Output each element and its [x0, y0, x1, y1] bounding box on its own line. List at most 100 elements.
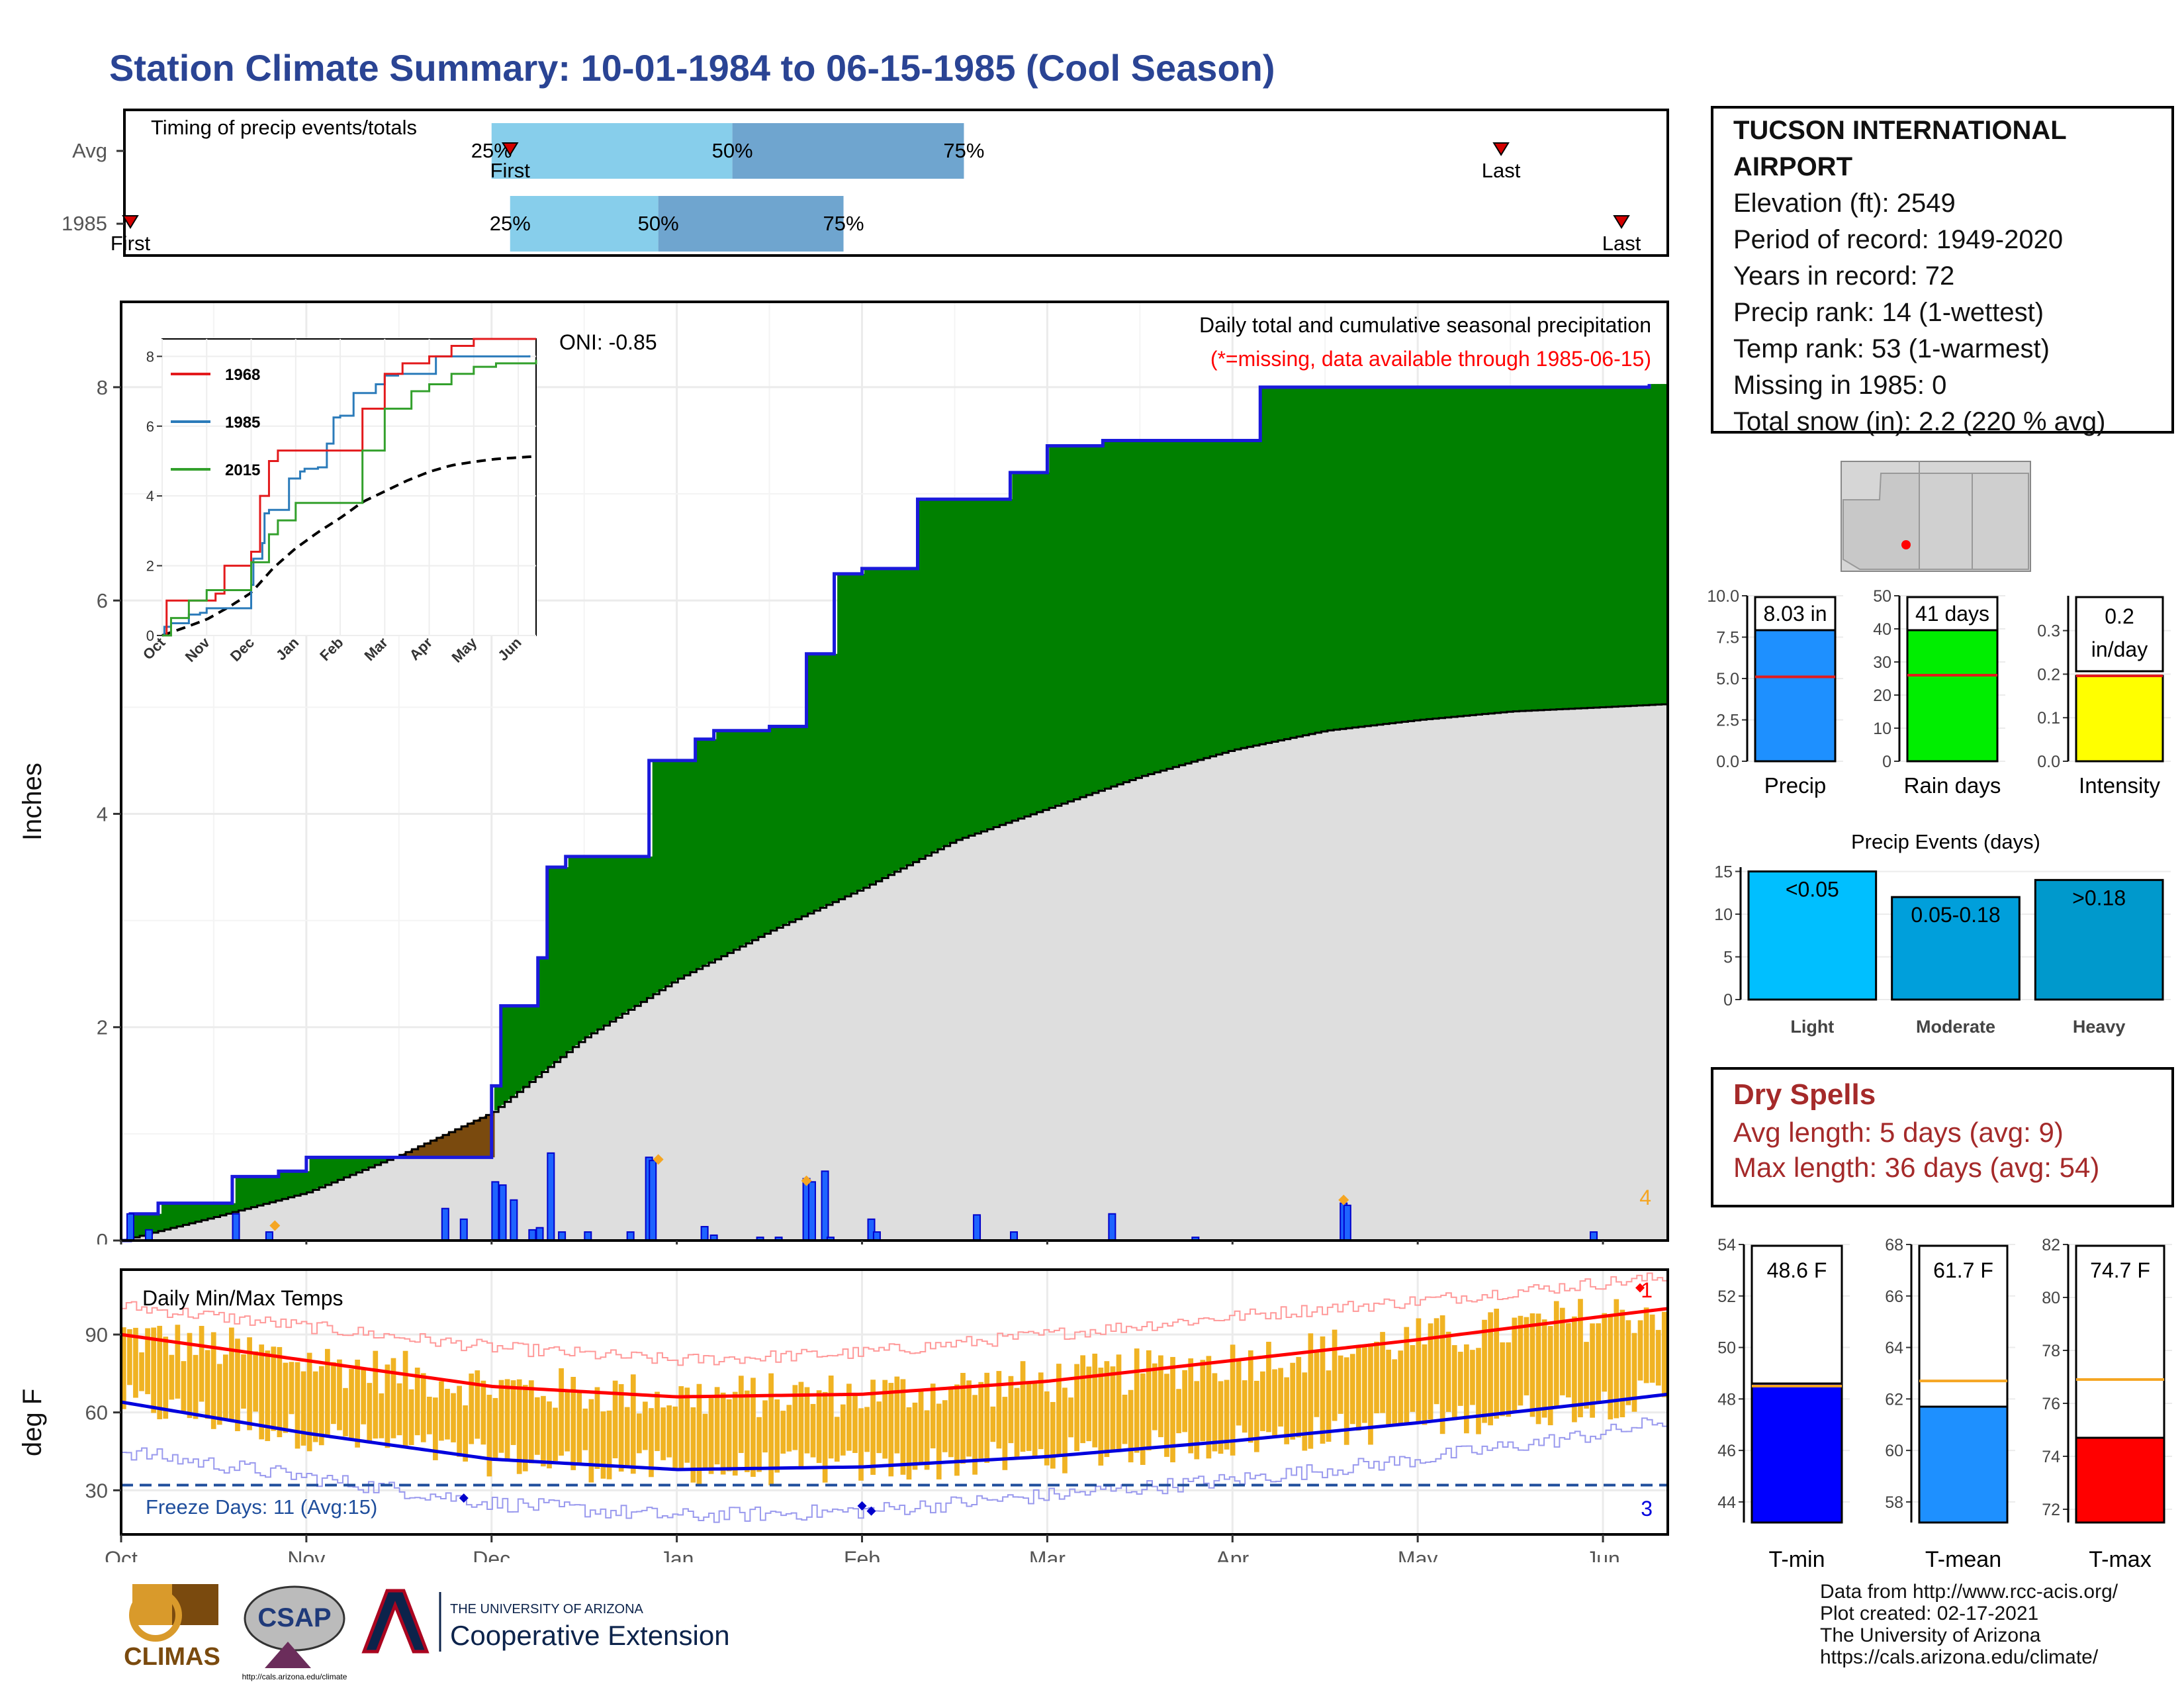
surplus-area	[1146, 440, 1151, 775]
daily-temp-bar	[690, 1407, 696, 1483]
surplus-area	[1099, 445, 1104, 791]
avg-max-line	[120, 1307, 1668, 1399]
daily-temp-bar	[786, 1405, 792, 1452]
surplus-area	[928, 499, 932, 855]
daily-temp-bar	[990, 1406, 996, 1442]
daily-temp-bar	[1014, 1387, 1020, 1460]
surplus-area	[537, 957, 542, 1076]
daily-temp-bar	[588, 1399, 594, 1483]
surplus-area	[605, 856, 610, 1025]
footer-logos: CLIMAS CSAP http://cals.arizona.edu/clim…	[124, 1584, 730, 1681]
tempbar-tick-label: 50	[1717, 1339, 1736, 1358]
daily-temp-bar	[1470, 1350, 1475, 1405]
surplus-area	[366, 1157, 371, 1168]
tempbar-value-label: 61.7 F	[1933, 1258, 1993, 1282]
surplus-area	[1113, 440, 1117, 786]
tempbar-tick-label: 74	[2042, 1448, 2060, 1466]
tempbar-tick-label: 52	[1717, 1288, 1736, 1306]
surplus-area	[1604, 387, 1608, 708]
daily-temp-bar	[361, 1368, 367, 1425]
deficit-area	[474, 1120, 478, 1158]
daily-temp-bar	[565, 1389, 570, 1452]
surplus-area	[837, 573, 841, 900]
surplus-area	[830, 653, 835, 904]
deficit-area	[443, 1134, 448, 1158]
surplus-area	[154, 1213, 159, 1233]
daily-temp-bar	[390, 1358, 396, 1438]
surplus-area	[810, 653, 815, 913]
timing-bar-50-75	[732, 123, 964, 179]
surplus-area	[1274, 387, 1279, 741]
surplus-area	[672, 760, 676, 982]
deficit-area	[427, 1142, 431, 1158]
surplus-area	[669, 760, 673, 984]
timing-last-marker	[1613, 215, 1630, 229]
daily-temp-bar	[684, 1387, 690, 1463]
daily-temp-bar	[396, 1383, 402, 1436]
daily-temp-bar	[1272, 1369, 1277, 1438]
surplus-area	[965, 499, 969, 837]
surplus-area	[790, 726, 794, 922]
daily-temp-bar	[187, 1333, 193, 1419]
daily-temp-bar	[1242, 1380, 1248, 1433]
surplus-area	[185, 1203, 189, 1225]
daily-temp-bar	[1104, 1361, 1110, 1458]
surplus-area	[1563, 387, 1568, 710]
surplus-area	[981, 499, 986, 831]
deficit-area	[430, 1141, 435, 1158]
surplus-area	[921, 499, 925, 858]
ua-logo: THE UNIVERSITY OF ARIZONA Cooperative Ex…	[361, 1589, 730, 1654]
surplus-area	[1028, 472, 1033, 815]
daily-temp-bar	[1170, 1356, 1175, 1463]
daily-temp-bar	[1643, 1307, 1649, 1383]
surplus-area	[1641, 387, 1645, 706]
surplus-area	[1311, 387, 1316, 734]
surplus-area	[1126, 440, 1130, 782]
record-low-marker	[459, 1493, 469, 1503]
surplus-area	[813, 653, 818, 911]
surplus-area	[306, 1171, 310, 1193]
inset-1985-line	[162, 355, 531, 637]
precip-axis: 0 2 4 6 8	[97, 376, 1604, 1244]
temp-ytick-label: 60	[85, 1401, 108, 1425]
deficit-area	[420, 1145, 424, 1158]
summary-tick-label: 0	[1882, 753, 1891, 771]
daily-precip-bar	[807, 1181, 816, 1241]
daily-temp-bar	[535, 1397, 540, 1455]
surplus-area	[1291, 387, 1295, 738]
daily-temp-bar	[1494, 1308, 1500, 1419]
record-high-marker	[1635, 1283, 1645, 1293]
summary-tick-label: 5.0	[1716, 670, 1739, 688]
tempbar-xlabel: T-max	[2089, 1547, 2151, 1572]
surplus-area	[188, 1203, 193, 1224]
surplus-area	[1382, 387, 1386, 724]
surplus-area	[595, 856, 600, 1031]
surplus-area	[359, 1157, 364, 1171]
surplus-area	[1627, 387, 1631, 706]
surplus-area	[312, 1157, 317, 1190]
summary-value-label: 41 days	[1915, 602, 1989, 626]
daily-temp-bar	[1649, 1314, 1655, 1383]
surplus-area	[689, 760, 694, 973]
surplus-area	[870, 568, 875, 884]
surplus-area	[151, 1213, 156, 1233]
events-chart: Precip Events (days) 0 5 10 15 <0.05 Light 0.0…	[1714, 830, 2171, 1037]
summary-bar	[1906, 624, 1999, 763]
surplus-area	[1170, 440, 1174, 768]
daily-temp-bar	[1002, 1397, 1008, 1470]
climas-logo-ring	[129, 1589, 182, 1642]
summary-bars-content: 0.0 2.5 5.0 7.5 10.0 8.03 in Precip 0 10 20 30 40 50…	[1707, 587, 2171, 798]
surplus-area	[343, 1157, 347, 1178]
surplus-area	[319, 1157, 324, 1188]
surplus-area	[168, 1203, 172, 1229]
surplus-area	[225, 1203, 230, 1214]
timing-first-marker	[501, 142, 519, 156]
surplus-area	[1042, 472, 1046, 810]
surplus-area	[662, 760, 666, 988]
daily-temp-bar	[216, 1364, 222, 1425]
tempbar-tick-label: 46	[1717, 1442, 1736, 1460]
surplus-area	[995, 499, 999, 827]
surplus-area	[1368, 387, 1373, 726]
events-category-label: Moderate	[1916, 1017, 1995, 1037]
